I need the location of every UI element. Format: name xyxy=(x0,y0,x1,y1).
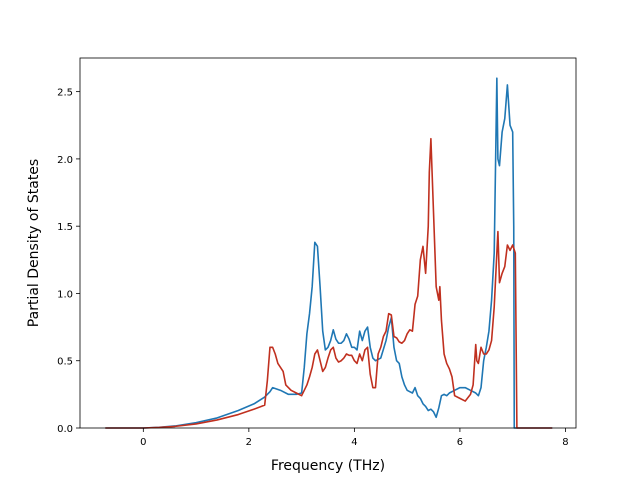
y-axis-label: Partial Density of States xyxy=(26,159,42,327)
x-tick-label: 8 xyxy=(562,437,568,448)
y-tick-label: 1.0 xyxy=(57,289,73,300)
x-tick-label: 0 xyxy=(140,437,146,448)
y-tick-label: 0.5 xyxy=(57,357,73,368)
x-tick-label: 6 xyxy=(457,437,463,448)
y-axis-ticks: 0.0 0.5 1.0 1.5 2.0 2.5 xyxy=(57,88,80,435)
plot-frame xyxy=(79,57,577,429)
x-axis-label: Frequency (THz) xyxy=(271,458,385,474)
x-axis-ticks: 0 2 4 6 8 xyxy=(140,428,569,448)
y-tick-label: 0.0 xyxy=(57,424,73,435)
x-tick-label: 4 xyxy=(351,437,357,448)
y-tick-label: 2.0 xyxy=(57,155,73,166)
series-line-1 xyxy=(105,77,553,429)
y-tick-label: 1.5 xyxy=(57,222,73,233)
y-tick-label: 2.5 xyxy=(57,88,73,99)
x-tick-label: 2 xyxy=(246,437,252,448)
series-layer xyxy=(105,77,553,429)
series-line-2 xyxy=(105,137,553,429)
